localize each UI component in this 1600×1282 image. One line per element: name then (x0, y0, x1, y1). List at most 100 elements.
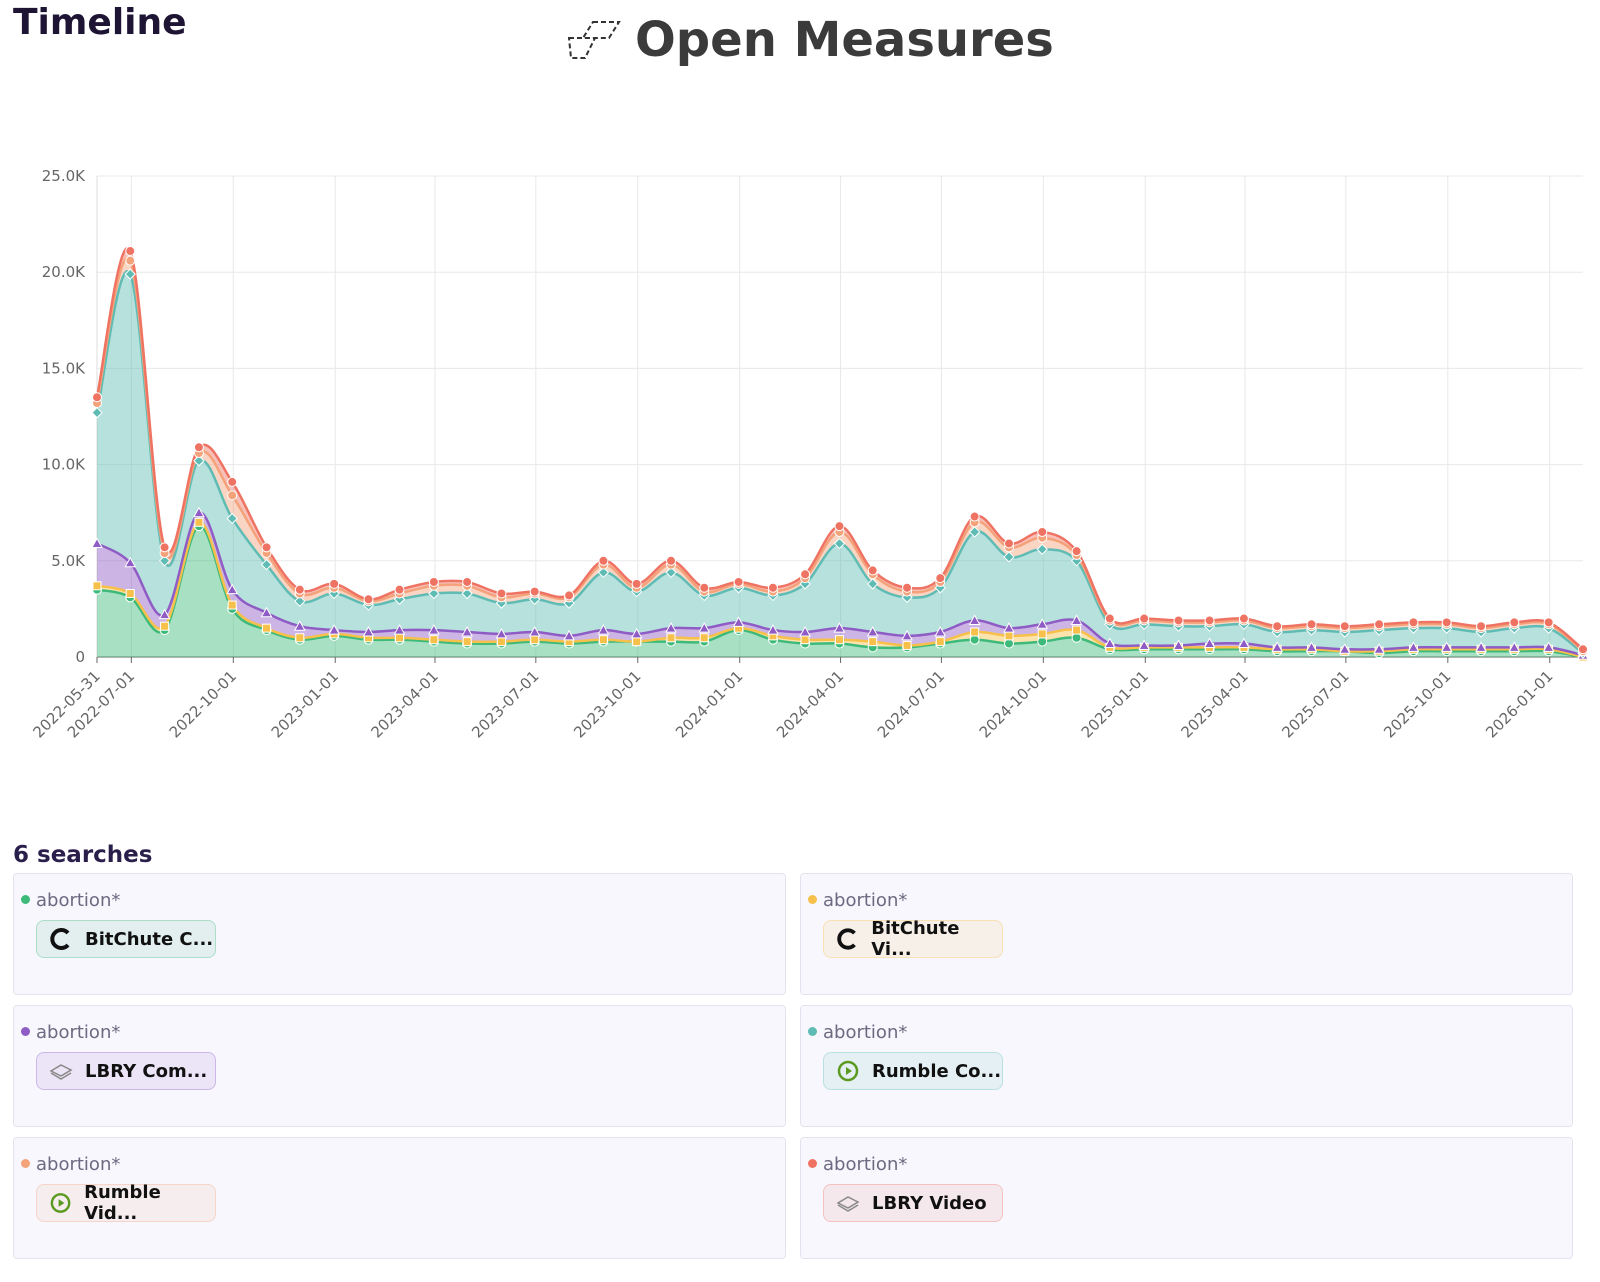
point (800, 635, 810, 645)
point (227, 476, 238, 487)
point (1037, 636, 1048, 647)
x-tick-label: 2023-07-01 (468, 667, 542, 741)
x-tick-label: 2024-10-01 (976, 667, 1050, 741)
point (125, 255, 136, 266)
source-chip[interactable]: BitChute Vi... (823, 918, 1003, 960)
source-chip[interactable]: LBRY Video (823, 1184, 1003, 1222)
point (92, 581, 102, 591)
source-name: Rumble Vid... (84, 1182, 161, 1224)
point (1374, 619, 1385, 630)
point (1476, 621, 1487, 632)
point (461, 587, 473, 600)
point (1238, 637, 1250, 649)
source-icon (836, 1059, 860, 1083)
search-term: abortion* (823, 890, 908, 911)
point (496, 637, 506, 647)
point (834, 521, 845, 532)
point (260, 606, 273, 618)
point (329, 578, 340, 589)
source-chip[interactable]: BitChute C... (36, 920, 216, 958)
point (598, 555, 609, 566)
point (158, 555, 171, 567)
search-card[interactable]: abortion* Rumble Vid... (13, 1137, 786, 1259)
point (1173, 615, 1184, 626)
search-term: abortion* (36, 1154, 121, 1175)
point (833, 537, 846, 550)
source-icon (49, 927, 73, 951)
point (665, 566, 677, 579)
search-term: abortion* (36, 1022, 121, 1043)
point (732, 616, 745, 627)
point (226, 583, 239, 595)
point (428, 624, 440, 635)
x-tick-label: 2023-04-01 (367, 667, 441, 741)
point (227, 490, 238, 501)
point (631, 578, 642, 589)
point (935, 637, 945, 647)
x-tick-label: 2024-04-01 (773, 667, 847, 741)
point (598, 635, 608, 645)
source-chip[interactable]: Rumble Vid... (36, 1182, 216, 1224)
point (597, 624, 610, 635)
search-card[interactable]: abortion* LBRY Video (800, 1137, 1573, 1259)
point (193, 455, 205, 467)
x-tick-label: 2022-10-01 (166, 667, 240, 741)
point (630, 627, 643, 639)
point (496, 588, 507, 599)
brand-logo (567, 21, 621, 59)
source-chip[interactable]: Rumble Co... (823, 1052, 1003, 1090)
area (97, 271, 1583, 656)
source-chip[interactable]: LBRY Com... (36, 1052, 216, 1090)
y-tick-label: 0 (75, 648, 85, 666)
point (227, 600, 237, 610)
series-dot (21, 1027, 30, 1036)
source-name: LBRY Video (872, 1192, 987, 1214)
point (1305, 641, 1318, 652)
line (96, 521, 1584, 659)
x-tick-label: 2025-07-01 (1278, 667, 1352, 741)
point (328, 624, 340, 635)
source-name: BitChute Vi... (871, 918, 960, 960)
search-card[interactable]: abortion* BitChute C... (13, 873, 786, 995)
point (92, 392, 102, 403)
point (260, 558, 273, 571)
series-dot (21, 1159, 30, 1168)
point (428, 576, 439, 587)
search-card[interactable]: abortion* LBRY Com... (13, 1005, 786, 1127)
point (800, 569, 811, 580)
point (1203, 637, 1216, 649)
point (1339, 621, 1350, 632)
y-tick-label: 5.0K (51, 552, 86, 570)
point (159, 542, 170, 553)
point (935, 573, 946, 584)
point (597, 566, 610, 579)
point (1373, 643, 1385, 654)
point (1036, 543, 1048, 555)
source-icon (836, 1191, 860, 1215)
point (1072, 625, 1082, 635)
point (193, 506, 205, 518)
point (1543, 617, 1554, 628)
point (968, 614, 981, 625)
point (1071, 632, 1082, 643)
point (867, 565, 878, 576)
point (495, 627, 508, 639)
section-title: Timeline (13, 2, 187, 43)
point (393, 624, 406, 635)
point (194, 517, 204, 527)
point (934, 625, 947, 637)
point (665, 622, 677, 633)
point (363, 594, 374, 605)
point (362, 625, 375, 637)
brand: Open Measures (565, 12, 1054, 68)
x-tick-label: 2025-01-01 (1078, 667, 1152, 741)
search-card[interactable]: abortion* BitChute Vi... (800, 873, 1573, 995)
point (1036, 618, 1049, 629)
point (226, 512, 238, 525)
point (1508, 641, 1521, 652)
search-card[interactable]: abortion* Rumble Co... (800, 1005, 1573, 1127)
point (1003, 551, 1015, 563)
point (699, 633, 709, 643)
point (160, 621, 170, 631)
point (902, 582, 913, 593)
